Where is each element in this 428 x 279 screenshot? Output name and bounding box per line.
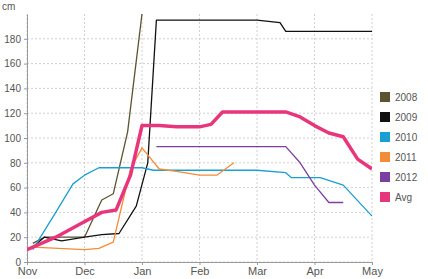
grid-line xyxy=(314,14,315,262)
series-line xyxy=(27,112,372,250)
legend-label: 2008 xyxy=(395,92,418,103)
grid-line xyxy=(27,212,372,213)
grid xyxy=(27,14,372,262)
series-line xyxy=(33,14,142,243)
y-tick-mark xyxy=(24,163,27,164)
legend-item: 2008 xyxy=(380,92,418,103)
legend-label: 2010 xyxy=(395,132,418,143)
y-tick: 180 xyxy=(4,34,27,45)
x-tick: Dec xyxy=(75,262,95,277)
series-line xyxy=(156,147,343,203)
grid-line xyxy=(142,14,143,262)
grid-line xyxy=(27,88,372,89)
legend-swatch xyxy=(380,192,390,202)
y-tick-mark xyxy=(24,262,27,263)
y-tick: 20 xyxy=(10,232,27,243)
y-tick-label: 20 xyxy=(10,232,22,243)
y-tick: 60 xyxy=(10,182,27,193)
grid-line xyxy=(27,113,372,114)
chart: 020406080100120140160180NovDecJanFebMarA… xyxy=(0,0,428,279)
legend-label: 2011 xyxy=(395,152,417,163)
x-axis: Nov Dec Jan Feb Mar Apr May xyxy=(18,262,384,277)
legend-item: 2012 xyxy=(380,172,418,183)
grid-line xyxy=(84,14,85,262)
y-tick-mark xyxy=(24,113,27,114)
legend: 2008 2009 2010 2011 2012 Avg xyxy=(380,92,418,203)
y-tick-mark xyxy=(24,188,27,189)
x-tick-label: May xyxy=(362,265,383,277)
series-line xyxy=(33,20,372,247)
y-tick: 80 xyxy=(10,158,27,169)
x-tick: Jan xyxy=(134,262,152,277)
y-tick-label: 60 xyxy=(10,182,22,193)
y-tick-label: 140 xyxy=(4,83,21,94)
grid-line xyxy=(199,14,200,262)
legend-item: 2009 xyxy=(380,112,418,123)
y-tick-mark xyxy=(24,237,27,238)
lines xyxy=(27,14,372,250)
legend-swatch xyxy=(380,172,390,182)
legend-swatch xyxy=(380,152,390,162)
y-tick: 140 xyxy=(4,83,27,94)
y-tick: 100 xyxy=(4,133,27,144)
legend-label: 2012 xyxy=(395,172,418,183)
legend-item: 2011 xyxy=(380,152,417,163)
y-axis: 020406080100120140160180 xyxy=(4,15,27,268)
x-tick-label: Mar xyxy=(248,265,267,277)
x-tick: Mar xyxy=(248,262,267,277)
legend-swatch xyxy=(380,92,390,102)
x-tick-label: Feb xyxy=(191,265,210,277)
legend-item: 2010 xyxy=(380,132,418,143)
x-tick-label: Jan xyxy=(134,265,152,277)
x-tick: May xyxy=(362,262,383,277)
x-tick: Feb xyxy=(191,262,210,277)
y-tick-label: 80 xyxy=(10,158,22,169)
y-tick-label: 160 xyxy=(4,58,21,69)
x-tick-label: Dec xyxy=(75,265,95,277)
x-tick-label: Nov xyxy=(18,265,38,277)
legend-item: Avg xyxy=(380,192,412,203)
x-tick: Nov xyxy=(18,262,38,277)
y-tick-label: 40 xyxy=(10,207,22,218)
legend-label: 2009 xyxy=(395,112,418,123)
series-line xyxy=(33,168,372,250)
y-axis-line xyxy=(27,15,28,263)
y-label: cm xyxy=(2,1,15,12)
legend-swatch xyxy=(380,112,390,122)
y-tick-label: 120 xyxy=(4,108,21,119)
legend-label: Avg xyxy=(395,192,412,203)
grid-line xyxy=(257,14,258,262)
plot: 020406080100120140160180NovDecJanFebMarA… xyxy=(4,14,383,277)
y-tick-mark xyxy=(24,39,27,40)
y-tick: 160 xyxy=(4,58,27,69)
y-tick-mark xyxy=(24,138,27,139)
x-tick-label: Apr xyxy=(306,265,323,277)
y-tick-mark xyxy=(24,88,27,89)
x-tick: Apr xyxy=(306,262,323,277)
y-tick: 40 xyxy=(10,207,27,218)
y-tick-mark xyxy=(24,64,27,65)
y-tick-label: 180 xyxy=(4,34,21,45)
legend-swatch xyxy=(380,132,390,142)
y-tick: 120 xyxy=(4,108,27,119)
y-tick-mark xyxy=(24,212,27,213)
y-tick-label: 100 xyxy=(4,133,21,144)
grid-line xyxy=(372,14,373,262)
